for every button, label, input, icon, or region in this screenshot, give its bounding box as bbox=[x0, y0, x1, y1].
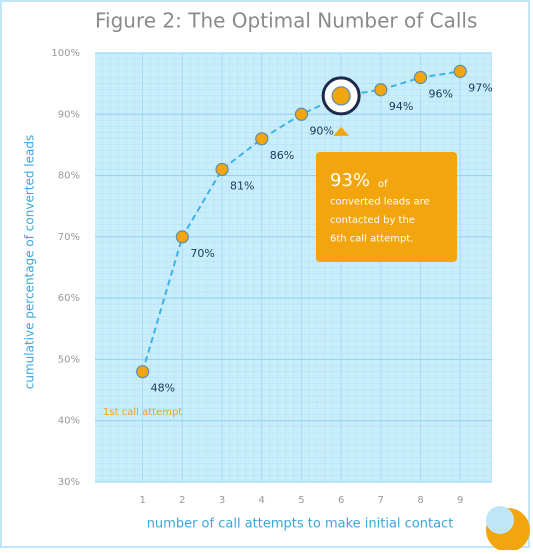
y-axis-label: cumulative percentage of converted leads bbox=[23, 135, 37, 389]
x-tick-label: 2 bbox=[179, 495, 185, 506]
y-tick-label: 70% bbox=[58, 232, 80, 243]
x-tick-label: 1 bbox=[139, 495, 145, 506]
data-label: 97% bbox=[468, 81, 492, 94]
x-tick-label: 4 bbox=[259, 495, 265, 506]
y-tick-label: 100% bbox=[51, 48, 80, 59]
data-label: 94% bbox=[389, 100, 413, 113]
x-tick-label: 5 bbox=[298, 495, 304, 506]
point bbox=[374, 83, 388, 97]
callout-box bbox=[316, 152, 457, 262]
gear-decoration bbox=[486, 506, 514, 534]
callout-text: 6th call attempt. bbox=[330, 234, 413, 245]
x-tick-label: 7 bbox=[378, 495, 384, 506]
point bbox=[294, 107, 309, 121]
data-label: 81% bbox=[230, 179, 254, 192]
callout-text: converted leads are bbox=[330, 197, 430, 208]
y-tick-label: 40% bbox=[58, 416, 80, 427]
callout-pointer bbox=[333, 126, 350, 136]
point bbox=[413, 70, 428, 85]
point bbox=[331, 86, 351, 106]
x-tick-label: 6 bbox=[338, 495, 344, 506]
chart-title: Figure 2: The Optimal Number of Calls bbox=[95, 9, 477, 33]
y-tick-label: 30% bbox=[58, 477, 80, 488]
x-axis-label: number of call attempts to make initial … bbox=[147, 517, 454, 532]
y-tick-label: 60% bbox=[58, 293, 80, 304]
data-label: 48% bbox=[151, 382, 175, 395]
callout-text: of bbox=[378, 179, 388, 190]
x-tick-label: 3 bbox=[219, 495, 225, 506]
data-label: 86% bbox=[270, 149, 294, 162]
point bbox=[215, 162, 229, 177]
y-tick-label: 90% bbox=[58, 109, 80, 120]
minor-grid bbox=[95, 53, 492, 482]
annotation: 1st call attempt bbox=[103, 407, 182, 418]
y-tick-label: 50% bbox=[58, 354, 80, 365]
point bbox=[136, 365, 150, 379]
callout-text: contacted by the bbox=[330, 215, 415, 226]
data-label: 70% bbox=[190, 247, 214, 260]
data-label: 96% bbox=[429, 88, 453, 101]
point bbox=[453, 64, 467, 78]
y-tick-label: 80% bbox=[58, 171, 80, 182]
point bbox=[255, 132, 269, 146]
point bbox=[175, 230, 189, 244]
data-label: 90% bbox=[309, 124, 333, 137]
x-tick-label: 8 bbox=[417, 495, 423, 506]
x-tick-label: 9 bbox=[457, 495, 463, 506]
callout-headline: 93% bbox=[330, 170, 370, 191]
